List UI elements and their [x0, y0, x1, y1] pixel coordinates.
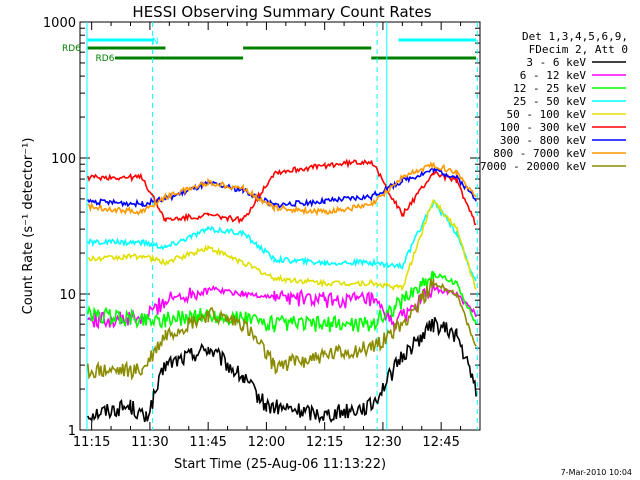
y-tick-label: 1000	[43, 16, 76, 31]
series-line	[87, 270, 477, 333]
legend-item-label: 50 - 100 keV	[507, 108, 587, 121]
chart-title: HESSI Observing Summary Count Rates	[132, 3, 431, 21]
legend: Det 1,3,4,5,6,9, FDecim 2, Att 0 3 - 6 k…	[480, 30, 628, 173]
series-line	[87, 167, 477, 209]
legend-item-label: 3 - 6 keV	[526, 56, 586, 69]
legend-item-label: 300 - 800 keV	[500, 134, 586, 147]
annotation-n: N	[152, 37, 159, 47]
x-tick-label: 12:15	[306, 435, 343, 450]
series-line	[87, 161, 477, 217]
x-tick-label: 11:30	[131, 435, 168, 450]
x-tick-label: 12:45	[422, 435, 459, 450]
x-tick-label: 11:45	[189, 435, 226, 450]
legend-item-label: 25 - 50 keV	[513, 95, 586, 108]
legend-item-label: 100 - 300 keV	[500, 121, 586, 134]
series-line	[87, 278, 477, 381]
series-line	[87, 199, 477, 292]
series-line	[87, 199, 477, 282]
vertical-markers	[86, 22, 478, 430]
y-tick-label: 10	[59, 288, 76, 303]
timestamp: 7-Mar-2010 10:04	[561, 468, 632, 477]
x-tick-label: 11:15	[73, 435, 110, 450]
plot-frame	[79, 21, 481, 431]
legend-item-label: 12 - 25 keV	[513, 82, 586, 95]
annotation-rd6-b: RD6	[96, 54, 115, 64]
attenuator-flags: N RD6 RD6	[62, 37, 477, 64]
series-line	[87, 280, 477, 332]
y-axis-label: Count Rate (s⁻¹ detector⁻¹)	[21, 138, 36, 315]
legend-item-label: 7000 - 20000 keV	[480, 160, 586, 173]
x-tick-label: 12:00	[248, 435, 285, 450]
annotation-rd6-a: RD6	[62, 44, 81, 54]
series-line	[87, 317, 477, 424]
legend-item-label: 800 - 7000 keV	[493, 147, 586, 160]
series-line	[87, 158, 477, 226]
series-layer	[87, 158, 477, 424]
y-axis: 1 10 100 1000	[43, 16, 480, 439]
legend-header-line-2: FDecim 2, Att 0	[529, 43, 628, 56]
x-tick-label: 12:30	[364, 435, 401, 450]
y-tick-label: 100	[51, 152, 76, 167]
y-tick-label: 1	[68, 424, 76, 439]
x-axis-label: Start Time (25-Aug-06 11:13:22)	[174, 457, 386, 472]
plot-area: 11:15 11:30 11:45 12:00 12:15 12:30 12:45 1101…	[43, 16, 481, 450]
legend-header-line-1: Det 1,3,4,5,6,9,	[522, 30, 628, 43]
legend-item-label: 6 - 12 keV	[520, 69, 587, 82]
x-axis: 11:15 11:30 11:45 12:00 12:15 12:30 12:45	[73, 22, 462, 450]
